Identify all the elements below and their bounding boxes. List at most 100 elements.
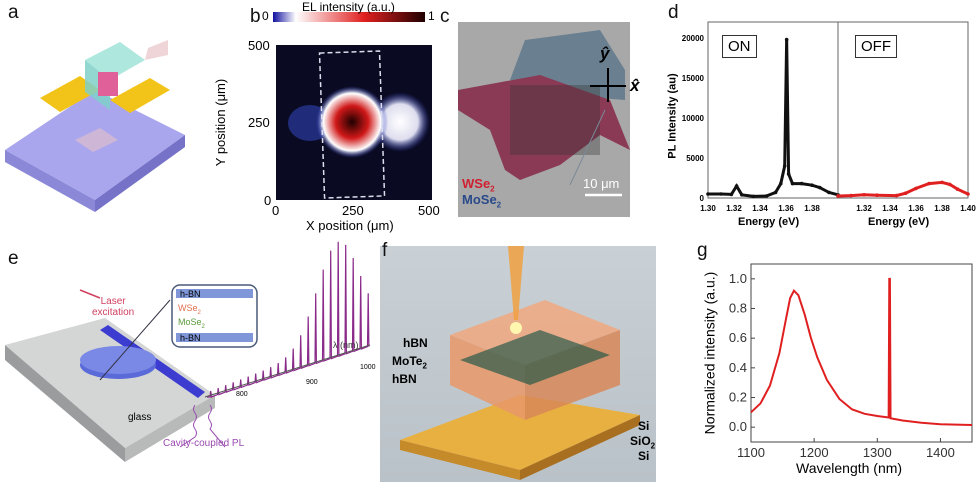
data-point	[734, 184, 739, 188]
axis-x-label: x̂	[630, 76, 640, 95]
g-ylabel: Normalized intensity (a.u.)	[701, 271, 718, 435]
data-point	[849, 193, 853, 198]
d-xlabel-off: Energy (eV)	[868, 216, 930, 228]
hbn-top-label-f: hBN	[403, 336, 428, 350]
data-point	[740, 193, 744, 197]
g-xlabel: Wavelength (nm)	[796, 460, 903, 476]
cavity-coupled-pl-label: Cavity-coupled PL	[163, 438, 245, 449]
b-xtick-250: 250	[342, 203, 364, 218]
data-point	[966, 192, 970, 196]
lambda-axis-label: λ (nm)	[333, 340, 359, 350]
x-tick-label: 1.36	[778, 204, 794, 213]
data-point	[719, 192, 723, 196]
laser-excitation-label: Laser excitation	[92, 296, 135, 318]
x-tick-label: 1.34	[882, 204, 898, 213]
panel-b-el-map	[273, 12, 432, 200]
y-tick-label: 15000	[682, 74, 705, 83]
y-tick-label: 10000	[682, 114, 705, 123]
data-point	[764, 194, 769, 198]
b-xtick-500: 500	[418, 203, 440, 218]
b-ytick-250: 250	[248, 115, 270, 130]
x-tick-label: 1.38	[934, 204, 950, 213]
y-tick-label: 0.6	[729, 330, 747, 345]
e-tick-900: 900	[306, 379, 318, 386]
y-tick-label: 20000	[682, 34, 705, 43]
b-xlabel: X position (μm)	[306, 218, 394, 233]
hbn-top-label: h-BN	[180, 289, 201, 299]
si-bottom-label: Si	[638, 449, 650, 463]
data-point	[894, 193, 899, 198]
axis-y-label: ŷ	[600, 44, 610, 63]
x-tick-label: 1100	[737, 445, 765, 460]
data-point	[773, 190, 778, 195]
data-point	[818, 185, 822, 190]
data-point	[914, 186, 918, 191]
panel-label-b: b	[250, 6, 261, 27]
colorbar-min: 0	[262, 9, 269, 23]
data-point	[784, 37, 789, 42]
y-tick-label: 0.4	[729, 360, 747, 375]
x-tick-label: 1.40	[960, 204, 976, 213]
y-tick-label: 1.0	[729, 271, 747, 286]
d-xlabel-on: Energy (eV)	[738, 216, 800, 228]
b-ytick-500: 500	[248, 38, 270, 53]
x-tick-label: 1.30	[700, 204, 716, 213]
e-tick-800: 800	[236, 391, 248, 398]
data-point	[955, 187, 960, 191]
panel-a-device-illustration	[5, 40, 185, 212]
data-point	[903, 191, 908, 195]
data-point	[706, 192, 710, 196]
x-tick-label: 1.36	[908, 204, 924, 213]
mose2-layer-label: MoSe2	[178, 317, 205, 330]
data-point	[799, 181, 804, 186]
x-tick-label: 1.32	[726, 204, 742, 213]
colorbar	[273, 12, 425, 22]
panel-label-e: e	[8, 248, 19, 269]
panel-label-d: d	[668, 2, 679, 23]
hbn-bottom-label: h-BN	[180, 333, 201, 343]
panel-c-optical-image	[458, 22, 630, 217]
e-tick-1000: 1000	[360, 364, 376, 371]
data-point	[940, 180, 944, 185]
mote2-label: MoTe2	[392, 354, 427, 371]
data-point	[827, 190, 831, 195]
data-point	[779, 181, 783, 186]
sio2-label: SiO2	[630, 434, 656, 451]
data-point	[836, 194, 840, 198]
colorbar-title: EL intensity (a.u.)	[302, 0, 395, 14]
x-tick-label: 1.32	[856, 204, 872, 213]
x-tick-label: 1300	[863, 445, 892, 460]
si-top-label: Si	[638, 419, 650, 433]
cavity-spectrum	[207, 241, 370, 398]
b-xtick-0: 0	[272, 203, 280, 218]
label-wse2: WSe2	[462, 176, 495, 194]
data-point	[782, 164, 787, 168]
x-tick-label: 1.38	[804, 204, 820, 213]
y-tick-label: 0.8	[729, 301, 747, 316]
b-ytick-0: 0	[264, 193, 272, 208]
y-tick-label: 0.0	[729, 419, 747, 434]
panel-label-c: c	[440, 6, 450, 27]
data-point	[786, 172, 791, 176]
colorbar-max: 1	[428, 9, 435, 23]
data-point	[810, 183, 814, 187]
panel-label-a: a	[8, 2, 19, 23]
panel-label-f: f	[382, 240, 388, 261]
x-tick-label: 1200	[800, 445, 829, 460]
data-point	[751, 194, 756, 199]
data-point	[729, 192, 734, 197]
data-point	[790, 181, 795, 186]
data-point	[948, 182, 952, 187]
y-tick-label: 5000	[686, 154, 704, 163]
glass-label: glass	[128, 412, 152, 423]
x-tick-label: 1400	[926, 445, 955, 460]
plot-frame-off	[837, 21, 969, 199]
hbn-bottom-label-f: hBN	[392, 372, 417, 386]
wse2-layer-label: WSe2	[178, 303, 201, 316]
legend-on: ON	[722, 35, 757, 58]
panel-label-g: g	[697, 240, 708, 261]
